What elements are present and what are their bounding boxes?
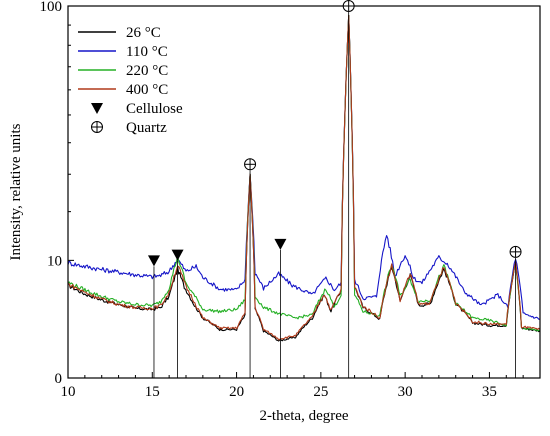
legend-label: 220 °C (126, 63, 168, 79)
legend-quartz-icon (91, 121, 103, 133)
legend: 26 °C 110 °C 220 °C 400 °C Cellulose Quartz (78, 25, 183, 136)
quartz-marker-icon (342, 0, 355, 12)
y-tick-label: 0 (55, 371, 63, 387)
x-tick-label: 20 (229, 384, 244, 400)
y-axis-label: Intensity, relative units (8, 123, 24, 260)
legend-label-quartz: Quartz (126, 120, 167, 136)
x-tick-label: 15 (145, 384, 160, 400)
y-tick-label: 10 (47, 253, 62, 269)
x-axis-label: 2-theta, degree (259, 408, 348, 424)
legend-cellulose-icon (91, 103, 103, 114)
cellulose-marker-icon (274, 238, 287, 250)
legend-label-cellulose: Cellulose (126, 101, 183, 117)
series-line-1 (68, 14, 540, 320)
cellulose-marker-icon (147, 255, 160, 267)
y-tick-label: 100 (40, 0, 63, 15)
series-line-3 (68, 14, 540, 341)
plot-frame (67, 5, 541, 379)
quartz-marker-icon (244, 158, 257, 171)
cellulose-marker-icon (171, 249, 184, 261)
x-tick-label: 25 (313, 384, 328, 400)
legend-label: 26 °C (126, 25, 161, 41)
legend-label: 400 °C (126, 82, 168, 98)
quartz-marker-icon (509, 245, 522, 258)
x-tick-label: 35 (482, 384, 497, 400)
x-tick-label: 10 (61, 384, 76, 400)
legend-label: 110 °C (126, 44, 168, 60)
x-tick-label: 30 (398, 384, 413, 400)
